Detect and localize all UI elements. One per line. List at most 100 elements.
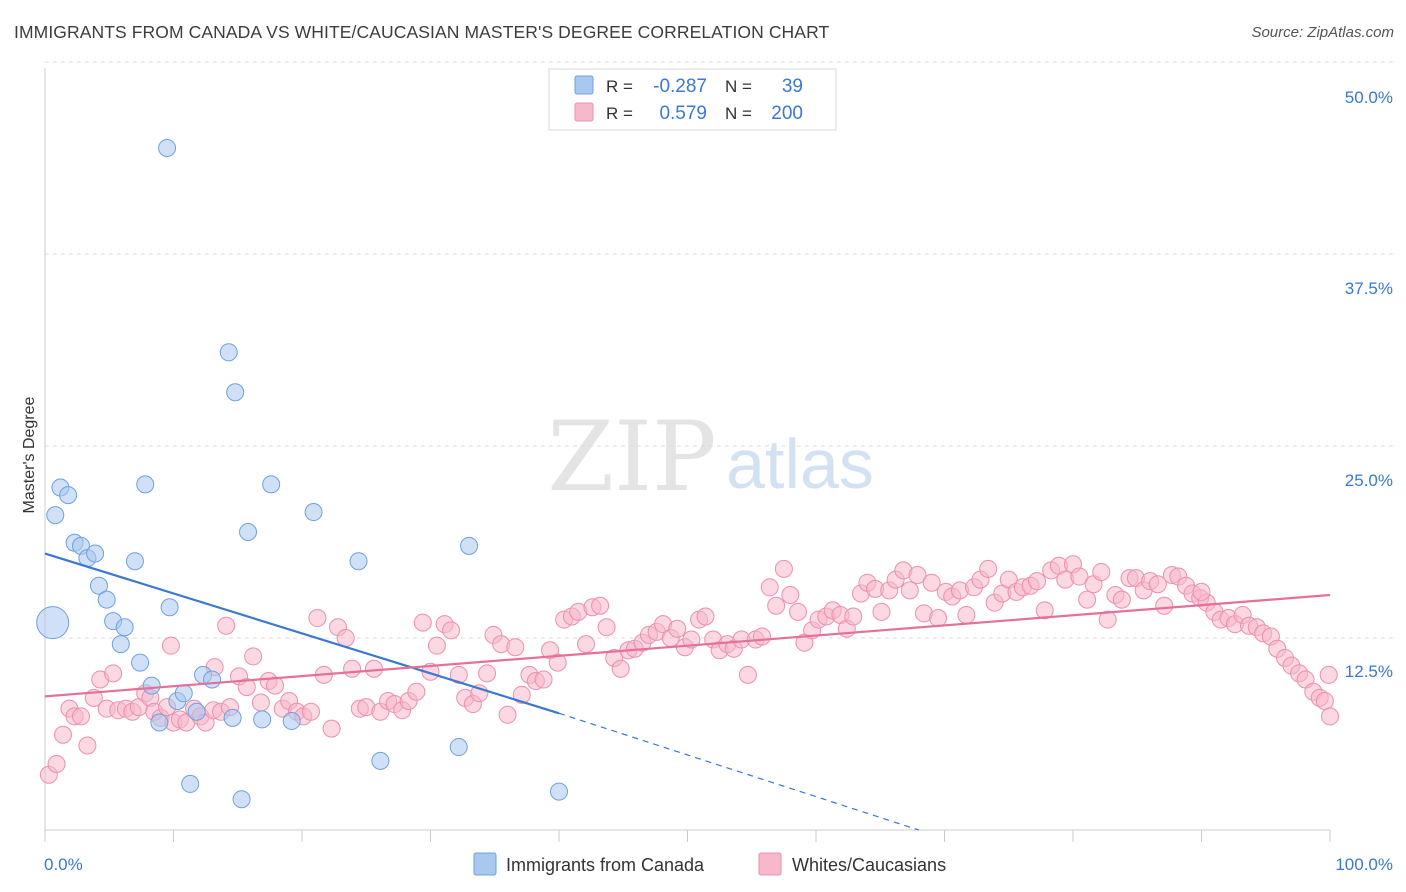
canada-point [253, 710, 272, 729]
whites-point [47, 754, 66, 773]
canada-point [125, 552, 144, 571]
whites-point [781, 585, 800, 604]
whites-point [161, 636, 180, 655]
canada-point [46, 506, 65, 525]
legend-r-label-2: R = [606, 104, 633, 123]
canada-point [86, 544, 105, 563]
canada-point [239, 523, 258, 542]
y-axis-title: Master's Degree [21, 396, 38, 513]
legend-n-label-2: N = [725, 104, 752, 123]
canada-point [232, 790, 251, 809]
whites-point [1148, 575, 1167, 594]
trendline-canada [44, 552, 560, 715]
whites-point [957, 605, 976, 624]
whites-point [449, 665, 468, 684]
whites-point [1098, 610, 1117, 629]
grid-lines [45, 61, 1395, 639]
canada-point [223, 708, 242, 727]
whites-point [760, 578, 779, 597]
canada-point [158, 139, 177, 158]
bottom-legend-label-blue: Immigrants from Canada [506, 855, 705, 875]
canada-point [142, 676, 161, 695]
canada-point [282, 711, 301, 730]
whites-point [1319, 665, 1338, 684]
trendline-canada-extension [558, 712, 919, 831]
whites-point [1321, 707, 1339, 726]
canada-point [226, 383, 245, 402]
whites-point [244, 647, 263, 666]
stats-legend-box [548, 68, 837, 131]
whites-point [237, 678, 256, 697]
canada-point [304, 503, 323, 522]
canada-point [550, 782, 568, 801]
trendline-whites [44, 593, 1331, 698]
canada-point [262, 475, 281, 494]
canada-point [36, 606, 70, 640]
canada-point [187, 702, 206, 721]
whites-point [753, 627, 772, 646]
canada-point [150, 713, 169, 732]
canada-point [89, 576, 108, 595]
whites-point [1035, 601, 1054, 620]
whites-point [407, 682, 426, 701]
trend-lines [44, 552, 1331, 831]
whites-point [611, 659, 630, 678]
canada-point [460, 536, 479, 555]
whites-point [71, 707, 90, 726]
whites-point [789, 602, 808, 621]
whites-point [872, 602, 891, 621]
whites-point [774, 559, 793, 578]
whites-point [442, 621, 461, 640]
whites-point [767, 596, 786, 615]
whites-point [1315, 691, 1334, 710]
whites-point [1070, 567, 1089, 586]
whites-point [1092, 562, 1111, 581]
whites-point [498, 705, 517, 724]
canada-point [131, 653, 150, 672]
whites-point [922, 573, 941, 592]
whites-point [1078, 590, 1097, 609]
whites-point [413, 613, 432, 632]
bottom-legend-swatch-pink [758, 852, 782, 876]
whites-point [53, 725, 72, 744]
whites-point [900, 581, 919, 600]
whites-point [343, 659, 362, 678]
whites-point [929, 609, 948, 628]
whites-point [576, 635, 595, 654]
x-ticks [44, 830, 1331, 842]
chart-title: IMMIGRANTS FROM CANADA VS WHITE/CAUCASIA… [14, 22, 830, 42]
canada-point [115, 618, 134, 637]
canada-point [181, 774, 200, 793]
y-tick-label-12-5: 12.5% [1345, 662, 1393, 681]
series-immigrants-from-canada [36, 139, 568, 809]
whites-point [78, 736, 97, 755]
x-tick-label-0: 0.0% [44, 855, 83, 874]
whites-point [548, 653, 567, 672]
whites-point [308, 609, 327, 628]
series-legend: Immigrants from Canada Whites/Caucasians [473, 852, 946, 876]
whites-point [1192, 582, 1211, 601]
whites-point [104, 664, 123, 683]
legend-swatch-pink [574, 102, 594, 122]
whites-point [682, 630, 701, 649]
watermark: ZIP atlas [547, 401, 874, 513]
whites-point [217, 616, 236, 635]
whites-point [266, 676, 285, 695]
whites-point [512, 685, 531, 704]
whites-point [478, 664, 497, 683]
whites-point [364, 659, 383, 678]
canada-point [160, 598, 179, 617]
whites-point [1112, 590, 1131, 609]
legend-n-label-1: N = [725, 77, 752, 96]
whites-point [336, 629, 355, 647]
canada-point [59, 486, 78, 505]
whites-point [696, 607, 715, 626]
canada-point [111, 635, 130, 654]
legend-n-value-1: 39 [782, 76, 803, 97]
legend-r-value-2: 0.579 [659, 103, 707, 124]
whites-point [506, 638, 525, 657]
canada-point [219, 343, 238, 362]
canada-point [449, 738, 468, 757]
whites-point [534, 670, 553, 689]
watermark-atlas: atlas [726, 425, 874, 503]
